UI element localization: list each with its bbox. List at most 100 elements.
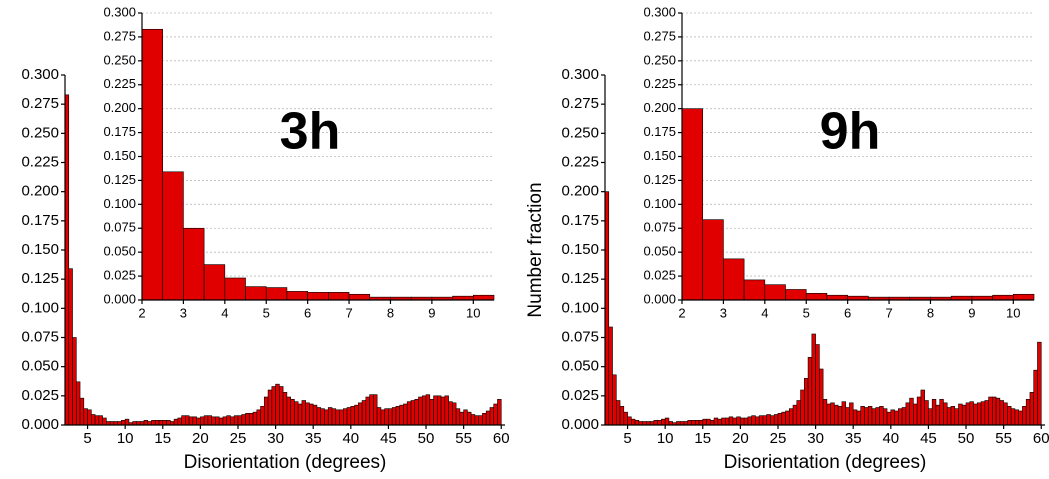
bar bbox=[762, 415, 768, 426]
y-tick-label: 0.000 bbox=[643, 291, 676, 306]
bar bbox=[849, 402, 854, 426]
bar bbox=[785, 289, 807, 301]
bar bbox=[271, 386, 276, 426]
bar bbox=[309, 403, 314, 426]
bar bbox=[94, 415, 100, 426]
bar bbox=[463, 409, 468, 426]
bar bbox=[335, 409, 340, 426]
y-tick-label: 0.100 bbox=[103, 196, 136, 211]
bar bbox=[723, 258, 745, 301]
bar bbox=[732, 417, 737, 426]
y-tick-label: 0.225 bbox=[643, 76, 676, 91]
bar bbox=[282, 392, 288, 426]
bar bbox=[781, 411, 786, 426]
bar bbox=[702, 418, 707, 426]
x-tick-label: 7 bbox=[885, 305, 892, 320]
bar bbox=[1033, 369, 1038, 426]
bar bbox=[91, 414, 96, 426]
x-tick-label: 6 bbox=[304, 305, 311, 320]
bar bbox=[162, 171, 184, 301]
bar bbox=[98, 415, 103, 426]
x-tick-label: 35 bbox=[845, 430, 862, 447]
bar bbox=[399, 404, 404, 426]
bar bbox=[977, 402, 982, 426]
y-tick-label: 0.300 bbox=[103, 4, 136, 19]
y-tick-label: 0.125 bbox=[21, 270, 59, 287]
y-tick-label: 0.225 bbox=[103, 76, 136, 91]
bar bbox=[358, 402, 363, 426]
bar bbox=[200, 416, 205, 426]
bar bbox=[124, 418, 130, 426]
bar bbox=[894, 410, 899, 426]
x-tick-label: 10 bbox=[1006, 305, 1020, 320]
y-tick-label: 0.050 bbox=[103, 244, 136, 259]
bar bbox=[788, 408, 794, 426]
y-tick-label: 0.175 bbox=[643, 124, 676, 139]
y-tick-label: 0.300 bbox=[643, 4, 676, 19]
x-tick-label: 4 bbox=[221, 305, 228, 320]
bar bbox=[661, 418, 666, 426]
bar bbox=[826, 294, 848, 301]
y-tick-label: 0.075 bbox=[561, 328, 599, 345]
bar bbox=[211, 416, 216, 426]
bar bbox=[410, 400, 416, 426]
bar bbox=[905, 402, 910, 426]
bar bbox=[230, 416, 235, 426]
bar bbox=[459, 411, 464, 426]
bar bbox=[395, 406, 401, 426]
bar bbox=[286, 396, 291, 426]
bar bbox=[83, 408, 88, 426]
bar bbox=[1010, 408, 1016, 426]
bar bbox=[721, 417, 726, 426]
bar bbox=[777, 413, 783, 426]
bar bbox=[743, 417, 749, 426]
bar bbox=[694, 420, 700, 426]
bar bbox=[804, 378, 809, 426]
bar bbox=[267, 389, 273, 426]
bar bbox=[988, 396, 993, 426]
bar bbox=[740, 417, 745, 426]
bar bbox=[664, 417, 670, 426]
x-tick-label: 5 bbox=[263, 305, 270, 320]
y-tick-label: 0.125 bbox=[561, 270, 599, 287]
y-tick-label: 0.250 bbox=[103, 52, 136, 67]
bar bbox=[713, 417, 719, 426]
y-tick-label: 0.275 bbox=[643, 28, 676, 43]
bar bbox=[470, 414, 476, 426]
bar bbox=[819, 368, 824, 426]
bar bbox=[183, 227, 205, 301]
y-tick-label: 0.150 bbox=[643, 148, 676, 163]
bar bbox=[312, 404, 318, 426]
bar bbox=[425, 394, 431, 426]
y-tick-label: 0.200 bbox=[21, 183, 59, 200]
bar bbox=[841, 401, 846, 426]
bar bbox=[376, 407, 382, 426]
bar bbox=[437, 395, 442, 426]
bar bbox=[369, 394, 374, 426]
bar bbox=[391, 407, 397, 426]
bar bbox=[489, 407, 495, 426]
y-axis-label: Number fraction bbox=[525, 182, 546, 317]
bar bbox=[75, 381, 81, 426]
x-tick-label: 5 bbox=[83, 430, 91, 447]
bar bbox=[158, 420, 164, 426]
bar bbox=[162, 420, 167, 426]
bar bbox=[612, 374, 617, 426]
bar bbox=[472, 294, 495, 301]
bar bbox=[627, 416, 632, 426]
bar bbox=[796, 400, 801, 426]
x-tick-label: 50 bbox=[418, 430, 435, 447]
x-tick-label: 30 bbox=[807, 430, 824, 447]
x-tick-label: 60 bbox=[1033, 430, 1049, 447]
bar bbox=[121, 420, 126, 426]
bar bbox=[339, 409, 344, 426]
bar bbox=[286, 291, 308, 301]
bar bbox=[886, 411, 892, 426]
bar bbox=[1014, 409, 1019, 426]
bar bbox=[1018, 410, 1023, 426]
bar bbox=[342, 408, 348, 426]
bar bbox=[653, 420, 658, 426]
y-tick-label: 0.250 bbox=[21, 124, 59, 141]
x-tick-label: 35 bbox=[305, 430, 322, 447]
